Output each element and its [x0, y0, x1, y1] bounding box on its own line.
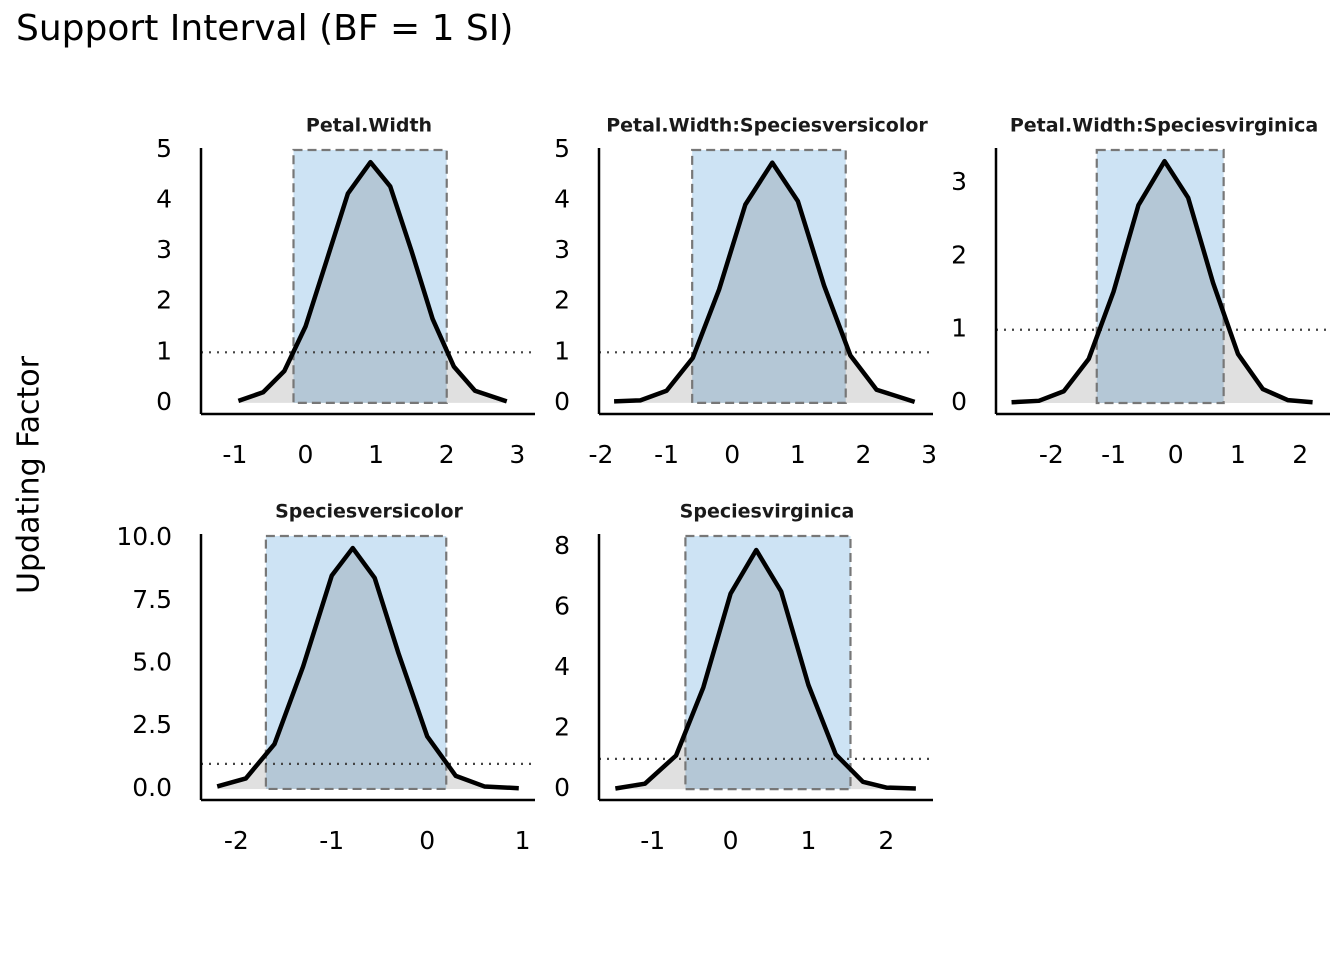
panel: -1 0 1 2 3 0 1 2 3 4 5 Petal.Width [156, 115, 535, 469]
y-tick-label: 5 [554, 134, 570, 163]
y-tick-label: 10.0 [116, 522, 172, 551]
y-tick-label: 5.0 [132, 647, 172, 676]
y-tick-label: 4 [156, 185, 172, 214]
y-axis-label: Updating Factor [12, 355, 47, 594]
x-tick-label: 1 [368, 440, 384, 469]
y-tick-label: 0 [156, 387, 172, 416]
x-tick-label: 2 [878, 826, 894, 855]
support-interval-outline [691, 148, 847, 404]
x-tick-label: 1 [800, 826, 816, 855]
support-interval-outline [1095, 148, 1225, 405]
support-interval-outline [264, 534, 448, 791]
support-interval-outline [292, 148, 448, 404]
density-line [237, 159, 508, 404]
panel: -2 -1 0 1 2 3 0 1 2 3 4 5 Petal.Width:Speciesversico… [554, 115, 937, 470]
y-tick-label: 8 [554, 531, 570, 560]
panel-title: Speciesvirginica [680, 501, 855, 523]
y-tick-label: 0 [951, 387, 967, 416]
y-tick-label: 2 [156, 286, 172, 315]
density-line [1011, 158, 1313, 405]
x-tick-label: 0 [419, 826, 435, 855]
x-tick-label: -1 [654, 440, 679, 469]
x-tick-label: -2 [1039, 440, 1064, 469]
x-tick-label: 2 [1292, 440, 1308, 469]
density-area [615, 550, 916, 790]
chart-title: Support Interval (BF = 1 SI) [16, 8, 513, 49]
x-tick-label: -2 [588, 440, 613, 469]
x-tick-label: 1 [515, 826, 531, 855]
panel-title: Petal.Width:Speciesversicolor [606, 115, 928, 137]
x-tick-label: 3 [921, 440, 937, 469]
x-tick-label: 0 [1168, 440, 1184, 469]
x-tick-label: -1 [1101, 440, 1126, 469]
x-tick-label: 0 [298, 440, 314, 469]
density-area [217, 548, 519, 789]
y-tick-label: 1 [554, 336, 570, 365]
y-tick-label: 5 [156, 134, 172, 163]
y-tick-label: 6 [554, 592, 570, 621]
y-tick-label: 2 [554, 286, 570, 315]
y-tick-label: 1 [951, 314, 967, 343]
y-tick-label: 0 [554, 387, 570, 416]
panel: -2 -1 0 1 2 0 1 2 3 Petal.Width:Speciesvirginica [951, 115, 1330, 469]
x-tick-label: -1 [319, 826, 344, 855]
panel-title: Petal.Width [306, 115, 432, 137]
panel: -1 0 1 2 0 2 4 6 8 Speciesvirginica [554, 501, 933, 855]
density-area [238, 162, 507, 403]
y-tick-label: 2.5 [132, 710, 172, 739]
y-tick-label: 7.5 [132, 585, 172, 614]
y-tick-label: 2 [554, 713, 570, 742]
panel-title: Petal.Width:Speciesvirginica [1010, 115, 1318, 137]
y-tick-label: 3 [554, 235, 570, 264]
x-tick-label: -1 [640, 826, 665, 855]
y-tick-label: 4 [554, 185, 570, 214]
x-tick-label: 1 [790, 440, 806, 469]
y-tick-label: 0.0 [132, 773, 172, 802]
x-tick-label: 3 [509, 440, 525, 469]
panel-title: Speciesversicolor [275, 501, 463, 523]
x-tick-label: -1 [222, 440, 247, 469]
x-tick-label: 2 [439, 440, 455, 469]
x-tick-label: 1 [1230, 440, 1246, 469]
density-line [614, 547, 916, 791]
density-line [216, 545, 519, 791]
y-tick-label: 3 [951, 167, 967, 196]
y-tick-label: 4 [554, 652, 570, 681]
x-tick-label: -2 [224, 826, 249, 855]
x-tick-label: 0 [724, 440, 740, 469]
y-tick-label: 3 [156, 235, 172, 264]
y-tick-label: 0 [554, 773, 570, 802]
y-tick-label: 1 [156, 336, 172, 365]
density-area [1011, 161, 1313, 404]
x-tick-label: 0 [723, 826, 739, 855]
density-line [614, 160, 916, 405]
x-tick-label: 2 [855, 440, 871, 469]
y-tick-label: 2 [951, 240, 967, 269]
density-area [614, 162, 915, 403]
